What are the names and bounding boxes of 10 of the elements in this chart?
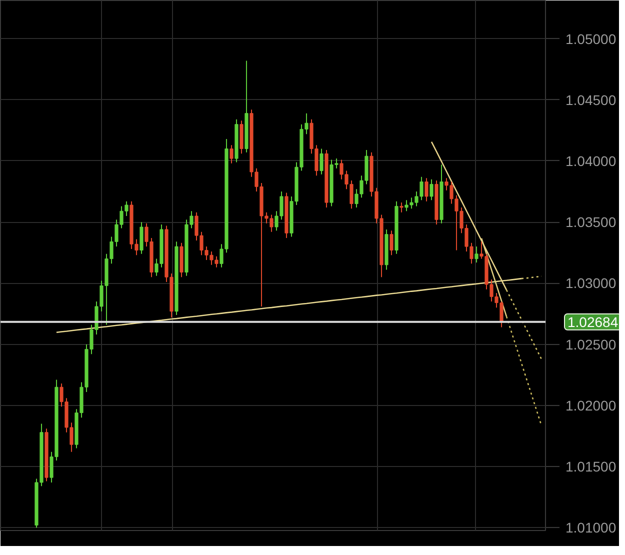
y-tick-label: 1.02000 [566, 397, 616, 414]
y-tick-label: 1.01000 [566, 520, 616, 536]
y-tick-label: 1.04500 [566, 92, 616, 108]
y-tick-label: 1.01500 [566, 458, 616, 475]
y-tick-label: 1.05000 [566, 30, 616, 47]
y-tick-label: 1.02500 [566, 336, 616, 352]
ref-line-label: 1.02684 [568, 314, 618, 330]
y-tick-label: 1.03500 [566, 214, 616, 230]
y-tick-label: 1.04000 [566, 152, 616, 169]
y-tick-label: 1.03000 [566, 275, 616, 292]
